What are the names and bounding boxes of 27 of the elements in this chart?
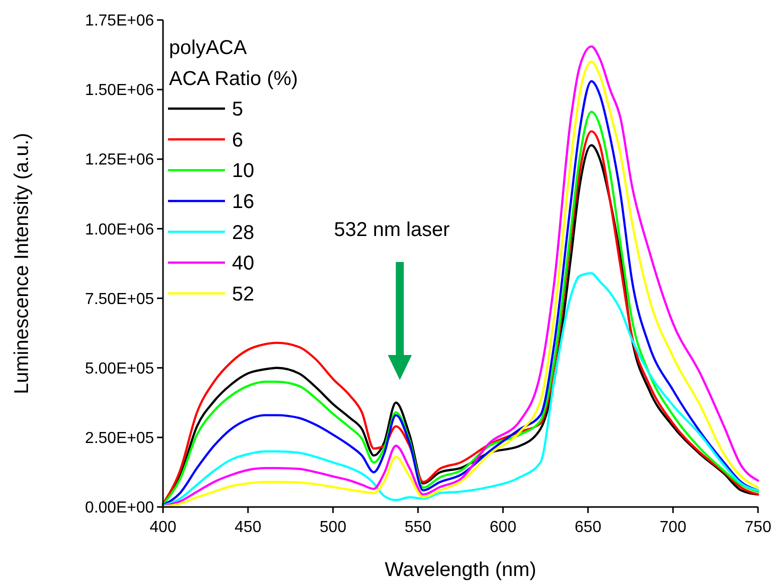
x-tick-label: 650 [574,519,602,536]
x-tick-label: 750 [744,519,772,536]
annotation: 532 nm laser [334,219,450,241]
legend-title: polyACA ACA Ratio (%) [169,37,298,90]
y-tick-label: 2.50E+05 [85,430,154,448]
x-tick-label: 600 [490,519,516,536]
x-tick-label: 500 [320,519,346,536]
y-tick-label: 5.00E+05 [85,360,154,378]
legend-label: 10 [232,160,254,182]
y-tick-label: 1.75E+06 [85,12,154,30]
legend-label: 52 [232,283,254,306]
y-tick-label: 0.00E+00 [85,500,154,517]
x-tick-label: 450 [234,519,262,536]
y-tick-label: 1.00E+06 [85,221,154,238]
y-tick-label: 1.50E+06 [85,82,154,100]
legend-label: 6 [232,129,244,152]
y-tick-label: 7.50E+05 [85,290,154,308]
x-tick-label: 700 [660,519,686,536]
legend-label: 40 [232,252,254,275]
x-tick-label: 400 [150,519,176,536]
y-tick-label: 1.25E+06 [85,152,154,169]
legend-label: 16 [232,191,254,213]
legend-label: 28 [232,222,254,244]
legend-label: 5 [232,98,244,121]
x-tick-label: 550 [404,519,432,536]
x-axis-title: Wavelength (nm) [384,559,536,581]
y-axis-title: Luminescence Intensity (a.u.) [11,132,33,394]
